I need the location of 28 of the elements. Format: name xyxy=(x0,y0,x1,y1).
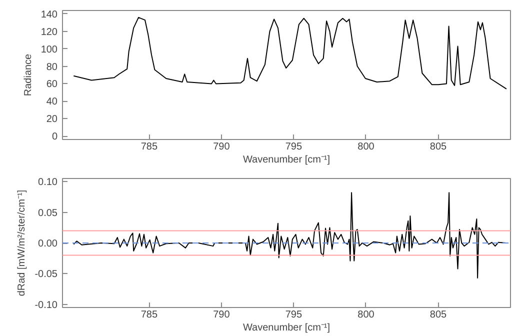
x-tick-label: 795 xyxy=(285,310,303,320)
x-tick-label: 800 xyxy=(358,310,375,320)
y-tick-label: 120 xyxy=(40,26,58,38)
x-tick-label: 790 xyxy=(213,310,230,320)
y-axis-title: dRad [mW/m²/ster/cm⁻¹] xyxy=(16,190,28,296)
line-series xyxy=(73,16,507,90)
y-axis-title: Radiance xyxy=(22,53,34,96)
y-tick-label: 0 xyxy=(52,132,58,143)
y-tick-label: 140 xyxy=(40,9,58,20)
x-tick-label: 805 xyxy=(430,142,448,152)
x-tick-label: 790 xyxy=(213,142,230,152)
y-tick-label: 0.10 xyxy=(38,177,58,188)
y-tick-label: 20 xyxy=(46,114,58,126)
x-tick-label: 795 xyxy=(285,142,303,152)
y-tick-label: 60 xyxy=(46,79,58,90)
y-tick-label: 0.00 xyxy=(38,238,58,250)
y-tick-label: 100 xyxy=(40,44,58,56)
x-axis-title: Wavenumber [cm⁻¹] xyxy=(242,322,330,334)
x-axis-title: Wavenumber [cm⁻¹] xyxy=(242,154,330,166)
x-tick-label: 785 xyxy=(140,142,158,152)
y-tick-label: 40 xyxy=(46,96,58,108)
x-tick-label: 785 xyxy=(140,310,158,320)
x-tick-label: 805 xyxy=(430,310,448,320)
y-tick-label: -0.10 xyxy=(34,300,58,311)
x-tick-label: 800 xyxy=(358,142,375,152)
y-tick-label: 80 xyxy=(46,62,58,73)
y-tick-label: 0.05 xyxy=(38,208,58,219)
y-tick-label: -0.05 xyxy=(34,269,58,280)
